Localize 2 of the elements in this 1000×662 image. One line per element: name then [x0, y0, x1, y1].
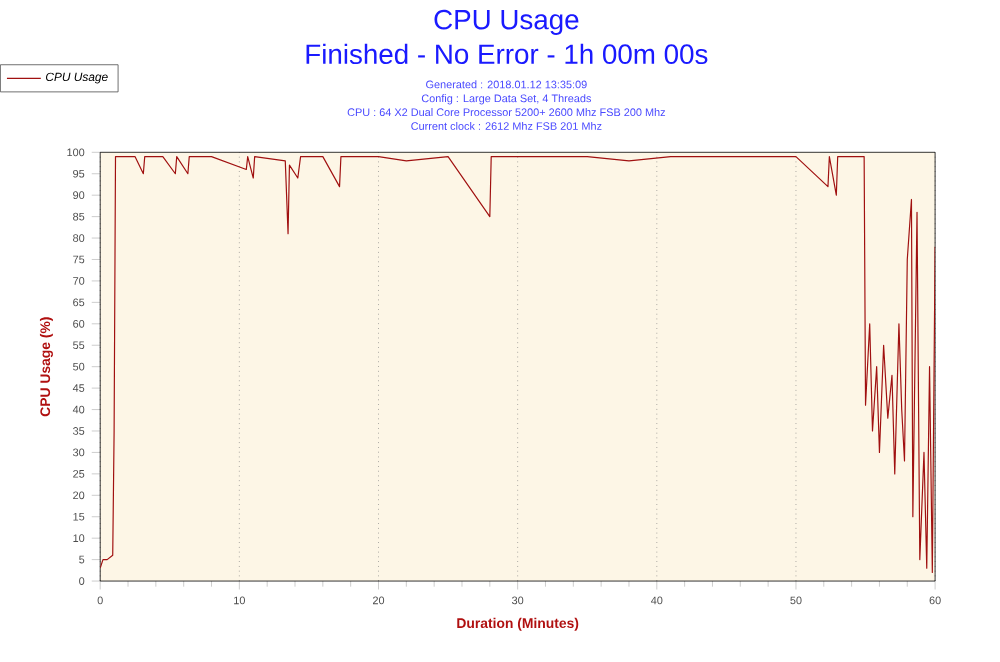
chart-subtitle: Finished - No Error - 1h 00m 00s	[306, 43, 708, 64]
chart-title: CPU Usage	[434, 9, 579, 35]
